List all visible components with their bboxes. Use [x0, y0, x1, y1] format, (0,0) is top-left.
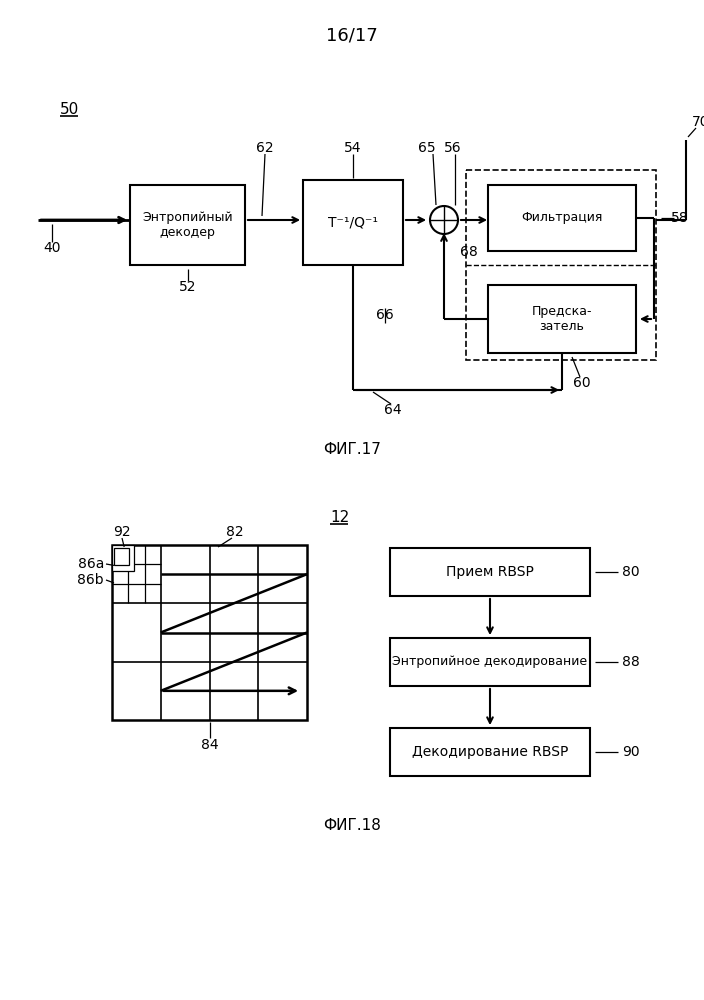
- Text: 68: 68: [460, 245, 478, 259]
- Bar: [488, 285, 636, 353]
- Text: Фильтрация: Фильтрация: [522, 212, 603, 225]
- Text: Предска-
затель: Предска- затель: [532, 305, 592, 333]
- Text: 40: 40: [43, 241, 61, 255]
- Bar: [390, 728, 590, 776]
- Bar: [390, 548, 590, 596]
- Text: 64: 64: [384, 403, 402, 417]
- Text: Энтропийный
декодер: Энтропийный декодер: [142, 211, 233, 239]
- Text: 62: 62: [256, 141, 274, 155]
- Text: 65: 65: [418, 141, 436, 155]
- Bar: [115, 548, 129, 565]
- Text: 82: 82: [226, 525, 244, 539]
- Bar: [112, 545, 134, 571]
- Text: Прием RBSP: Прием RBSP: [446, 565, 534, 579]
- Text: 88: 88: [622, 655, 640, 669]
- Text: 58: 58: [671, 211, 689, 225]
- Text: 50: 50: [60, 103, 80, 117]
- Text: 56: 56: [444, 141, 462, 155]
- Text: 52: 52: [179, 280, 196, 294]
- Text: ФИГ.18: ФИГ.18: [323, 818, 381, 834]
- Bar: [390, 638, 590, 686]
- Text: 84: 84: [201, 738, 218, 752]
- Text: 54: 54: [344, 141, 362, 155]
- Text: 12: 12: [330, 510, 349, 526]
- Text: 16/17: 16/17: [326, 26, 378, 44]
- Text: ФИГ.17: ФИГ.17: [323, 442, 381, 458]
- Text: 66: 66: [376, 308, 394, 322]
- Bar: [112, 545, 307, 720]
- Text: 86b: 86b: [77, 573, 104, 587]
- Text: 86a: 86a: [77, 557, 104, 571]
- Bar: [488, 185, 636, 251]
- Text: 70: 70: [692, 115, 704, 129]
- Bar: [466, 170, 656, 360]
- Text: Энтропийное декодирование: Энтропийное декодирование: [392, 656, 588, 668]
- Bar: [303, 180, 403, 265]
- Text: 60: 60: [573, 376, 591, 390]
- Text: 92: 92: [113, 525, 131, 539]
- Text: T⁻¹/Q⁻¹: T⁻¹/Q⁻¹: [328, 216, 378, 230]
- Bar: [130, 185, 245, 265]
- Text: Декодирование RBSP: Декодирование RBSP: [412, 745, 568, 759]
- Text: 80: 80: [622, 565, 640, 579]
- Text: 90: 90: [622, 745, 640, 759]
